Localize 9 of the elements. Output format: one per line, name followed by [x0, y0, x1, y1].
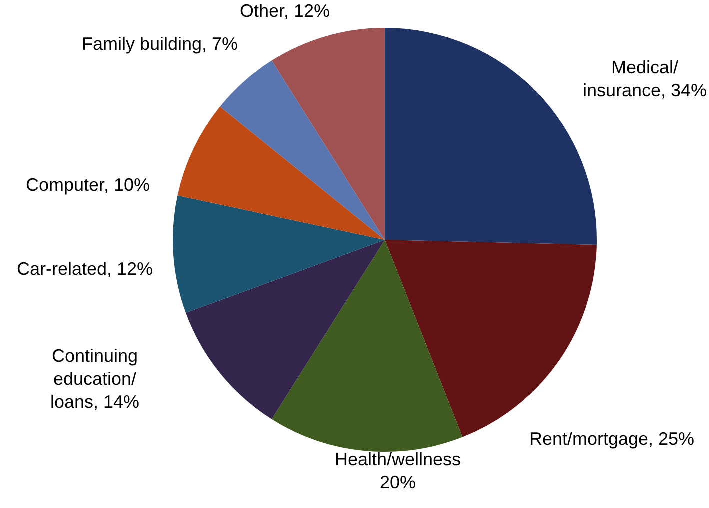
slice-label: Car-related, 12% [16, 258, 154, 279]
slice-label: Medical/insurance, 34% [582, 57, 708, 100]
slice-label: Continuing education/loans, 14% [50, 346, 140, 412]
data-label: 20% [380, 472, 416, 492]
slice-label: Other, 12% [240, 0, 330, 21]
slice-label: Computer, 10% [26, 174, 150, 195]
slice-label: Family building, 7% [82, 34, 238, 54]
slice-label: Rent/mortgage, 25% [529, 428, 695, 449]
slice-label: Health/wellness [334, 449, 462, 470]
